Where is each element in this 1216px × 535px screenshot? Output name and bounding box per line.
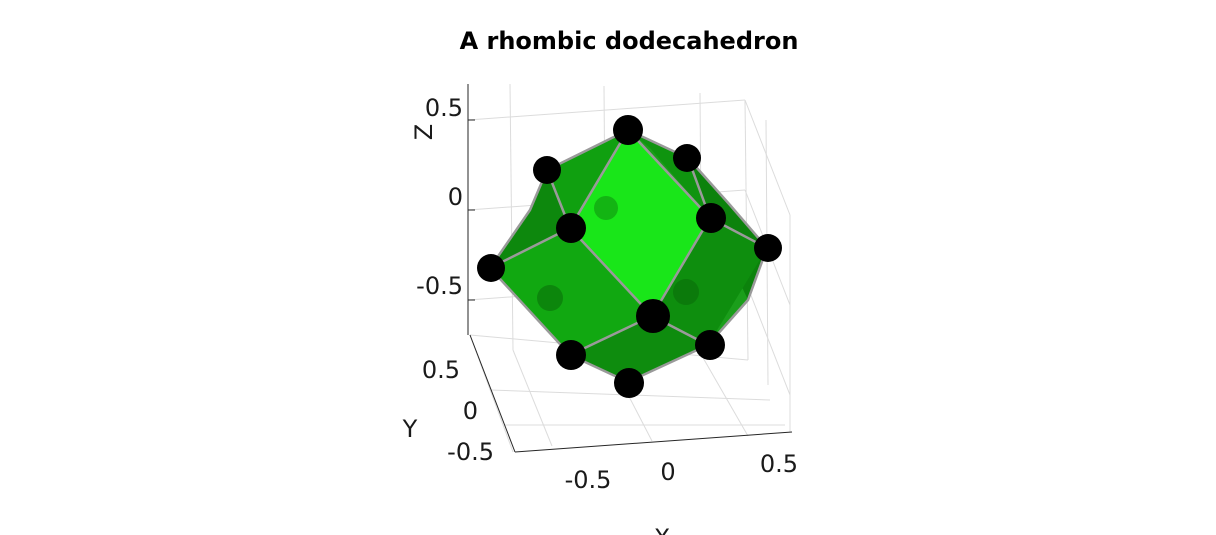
y-tick-label: 0 [463, 397, 478, 425]
hidden-vertex [537, 285, 563, 311]
y-tick-label: 0.5 [422, 356, 460, 384]
vertex [556, 213, 586, 243]
face-left [490, 170, 570, 268]
hidden-vertex [594, 196, 618, 220]
vertex [636, 299, 670, 333]
vertex [696, 203, 726, 233]
vertex [695, 330, 725, 360]
x-tick-label: 0 [660, 458, 675, 486]
x-tick-label: -0.5 [565, 466, 612, 494]
vertex [477, 254, 505, 282]
vertex [613, 115, 643, 145]
x-tick-label: 0.5 [760, 450, 798, 478]
axes-lines [467, 84, 793, 453]
face-front [570, 130, 710, 316]
rhombic-dodecahedron [477, 115, 782, 398]
vertex [533, 156, 561, 184]
vertex [556, 340, 586, 370]
y-axis-label: Y [402, 415, 418, 443]
z-tick-label: -0.5 [416, 272, 463, 300]
face-upper-left [547, 130, 628, 228]
vertex [754, 234, 782, 262]
edges [546, 128, 712, 318]
vertex [673, 144, 701, 172]
z-tick-label: 0.5 [425, 94, 463, 122]
hidden-vertex [673, 279, 699, 305]
x-axis-label: X [654, 524, 670, 535]
z-tick-label: 0 [448, 183, 463, 211]
face-lower-left [490, 228, 652, 355]
z-axis-label: Z [410, 124, 438, 140]
face-lower-right [652, 218, 767, 345]
vertex [614, 368, 644, 398]
figure-title: A rhombic dodecahedron [460, 27, 799, 55]
face-bottom [570, 316, 708, 382]
y-tick-label: -0.5 [447, 438, 494, 466]
